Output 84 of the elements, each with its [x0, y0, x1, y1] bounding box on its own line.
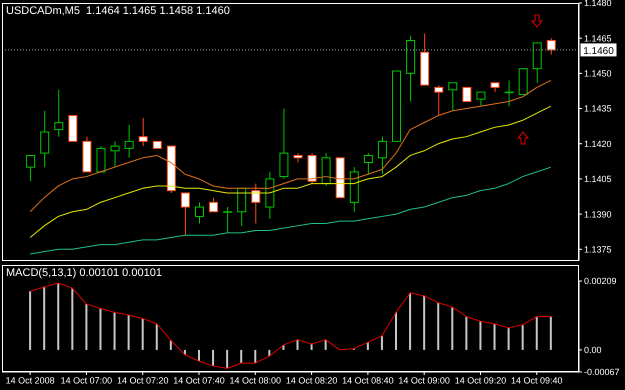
bar — [479, 321, 482, 350]
bar — [240, 350, 242, 364]
y-tick-label: 1.1450 — [584, 68, 612, 79]
y-tick-label: 1.1375 — [584, 244, 612, 254]
candlestick — [434, 84, 444, 116]
x-tick-label: 14 Oct 09:40 — [511, 375, 563, 386]
y-tick-label: 1.1435 — [584, 104, 612, 114]
bar — [43, 286, 46, 350]
candlestick — [364, 152, 373, 175]
bar — [324, 340, 327, 350]
bar — [296, 340, 298, 350]
candlestick — [26, 154, 36, 182]
y-tick-label: 1.1390 — [584, 209, 612, 220]
bar — [156, 324, 158, 350]
bar — [451, 307, 454, 350]
bar — [198, 350, 200, 362]
candlestick — [223, 206, 232, 234]
y-tick-label: 1.1420 — [584, 138, 612, 149]
x-tick-label: 14 Oct 09:00 — [398, 375, 450, 386]
candlestick — [110, 140, 120, 168]
bar — [437, 302, 440, 350]
candlestick — [96, 146, 106, 172]
candlestick — [504, 80, 514, 107]
candlestick — [476, 92, 486, 107]
bar — [142, 318, 144, 350]
bar — [494, 324, 496, 350]
y-tick-label: 1.1480 — [584, 0, 612, 8]
line-series — [30, 106, 552, 238]
x-tick-label: 14 Oct 07:40 — [173, 375, 225, 386]
x-tick-label: 14 Oct 07:20 — [116, 375, 169, 386]
candlestick — [237, 188, 246, 226]
bar — [29, 291, 32, 350]
chart-title: MACD(5,13,1) 0.00101 0.00101 — [6, 267, 162, 279]
bar — [212, 350, 214, 366]
candlestick — [448, 82, 458, 112]
candlestick — [546, 38, 556, 56]
ref-line-label: 1.1460 — [583, 46, 614, 57]
candlestick — [462, 86, 472, 102]
bar — [536, 316, 538, 350]
x-tick-label: 14 Oct 08:00 — [230, 375, 282, 386]
y-tick-label: -0.00067 — [584, 367, 620, 378]
line-series — [30, 166, 552, 254]
x-tick-label: 14 Oct 08:40 — [342, 375, 394, 386]
bar — [128, 314, 130, 350]
bar — [409, 292, 412, 350]
bar — [380, 336, 383, 350]
candlestick — [54, 89, 64, 138]
line-series — [30, 282, 552, 369]
candlestick — [378, 136, 387, 175]
candlestick — [124, 124, 134, 158]
bar — [99, 308, 102, 350]
bar — [71, 288, 74, 350]
y-tick-label: 1.1405 — [584, 174, 612, 184]
bar — [395, 312, 398, 350]
candlestick — [251, 183, 260, 224]
candlestick — [490, 82, 500, 93]
candlestick — [279, 108, 288, 180]
bar — [465, 316, 468, 350]
candlestick — [209, 197, 218, 212]
candlestick — [194, 202, 204, 224]
bar — [550, 316, 552, 350]
y-tick-label: 1.1465 — [584, 33, 612, 44]
candlestick — [294, 152, 302, 163]
bar — [57, 282, 60, 350]
x-tick-label: 14 Oct 2008 — [6, 375, 55, 386]
bar — [114, 312, 116, 350]
y-tick-label: 0.00209 — [584, 276, 617, 286]
bar — [522, 324, 524, 350]
chart-title: USDCADm,M5 1.1464 1.1465 1.1458 1.1460 — [6, 5, 230, 17]
bar — [508, 328, 510, 350]
candlestick — [40, 110, 50, 168]
candlestick — [180, 192, 190, 236]
bar — [310, 344, 313, 350]
y-tick-label: 0.00 — [584, 345, 602, 356]
bar — [170, 340, 172, 350]
x-tick-label: 14 Oct 09:20 — [454, 375, 506, 386]
bar — [366, 342, 369, 350]
bar — [423, 296, 426, 350]
line-series — [30, 80, 552, 212]
x-tick-label: 14 Oct 08:20 — [286, 375, 338, 386]
bar — [85, 304, 88, 350]
x-tick-label: 14 Oct 07:00 — [60, 375, 112, 386]
candlestick — [138, 117, 148, 147]
bar — [226, 350, 228, 368]
